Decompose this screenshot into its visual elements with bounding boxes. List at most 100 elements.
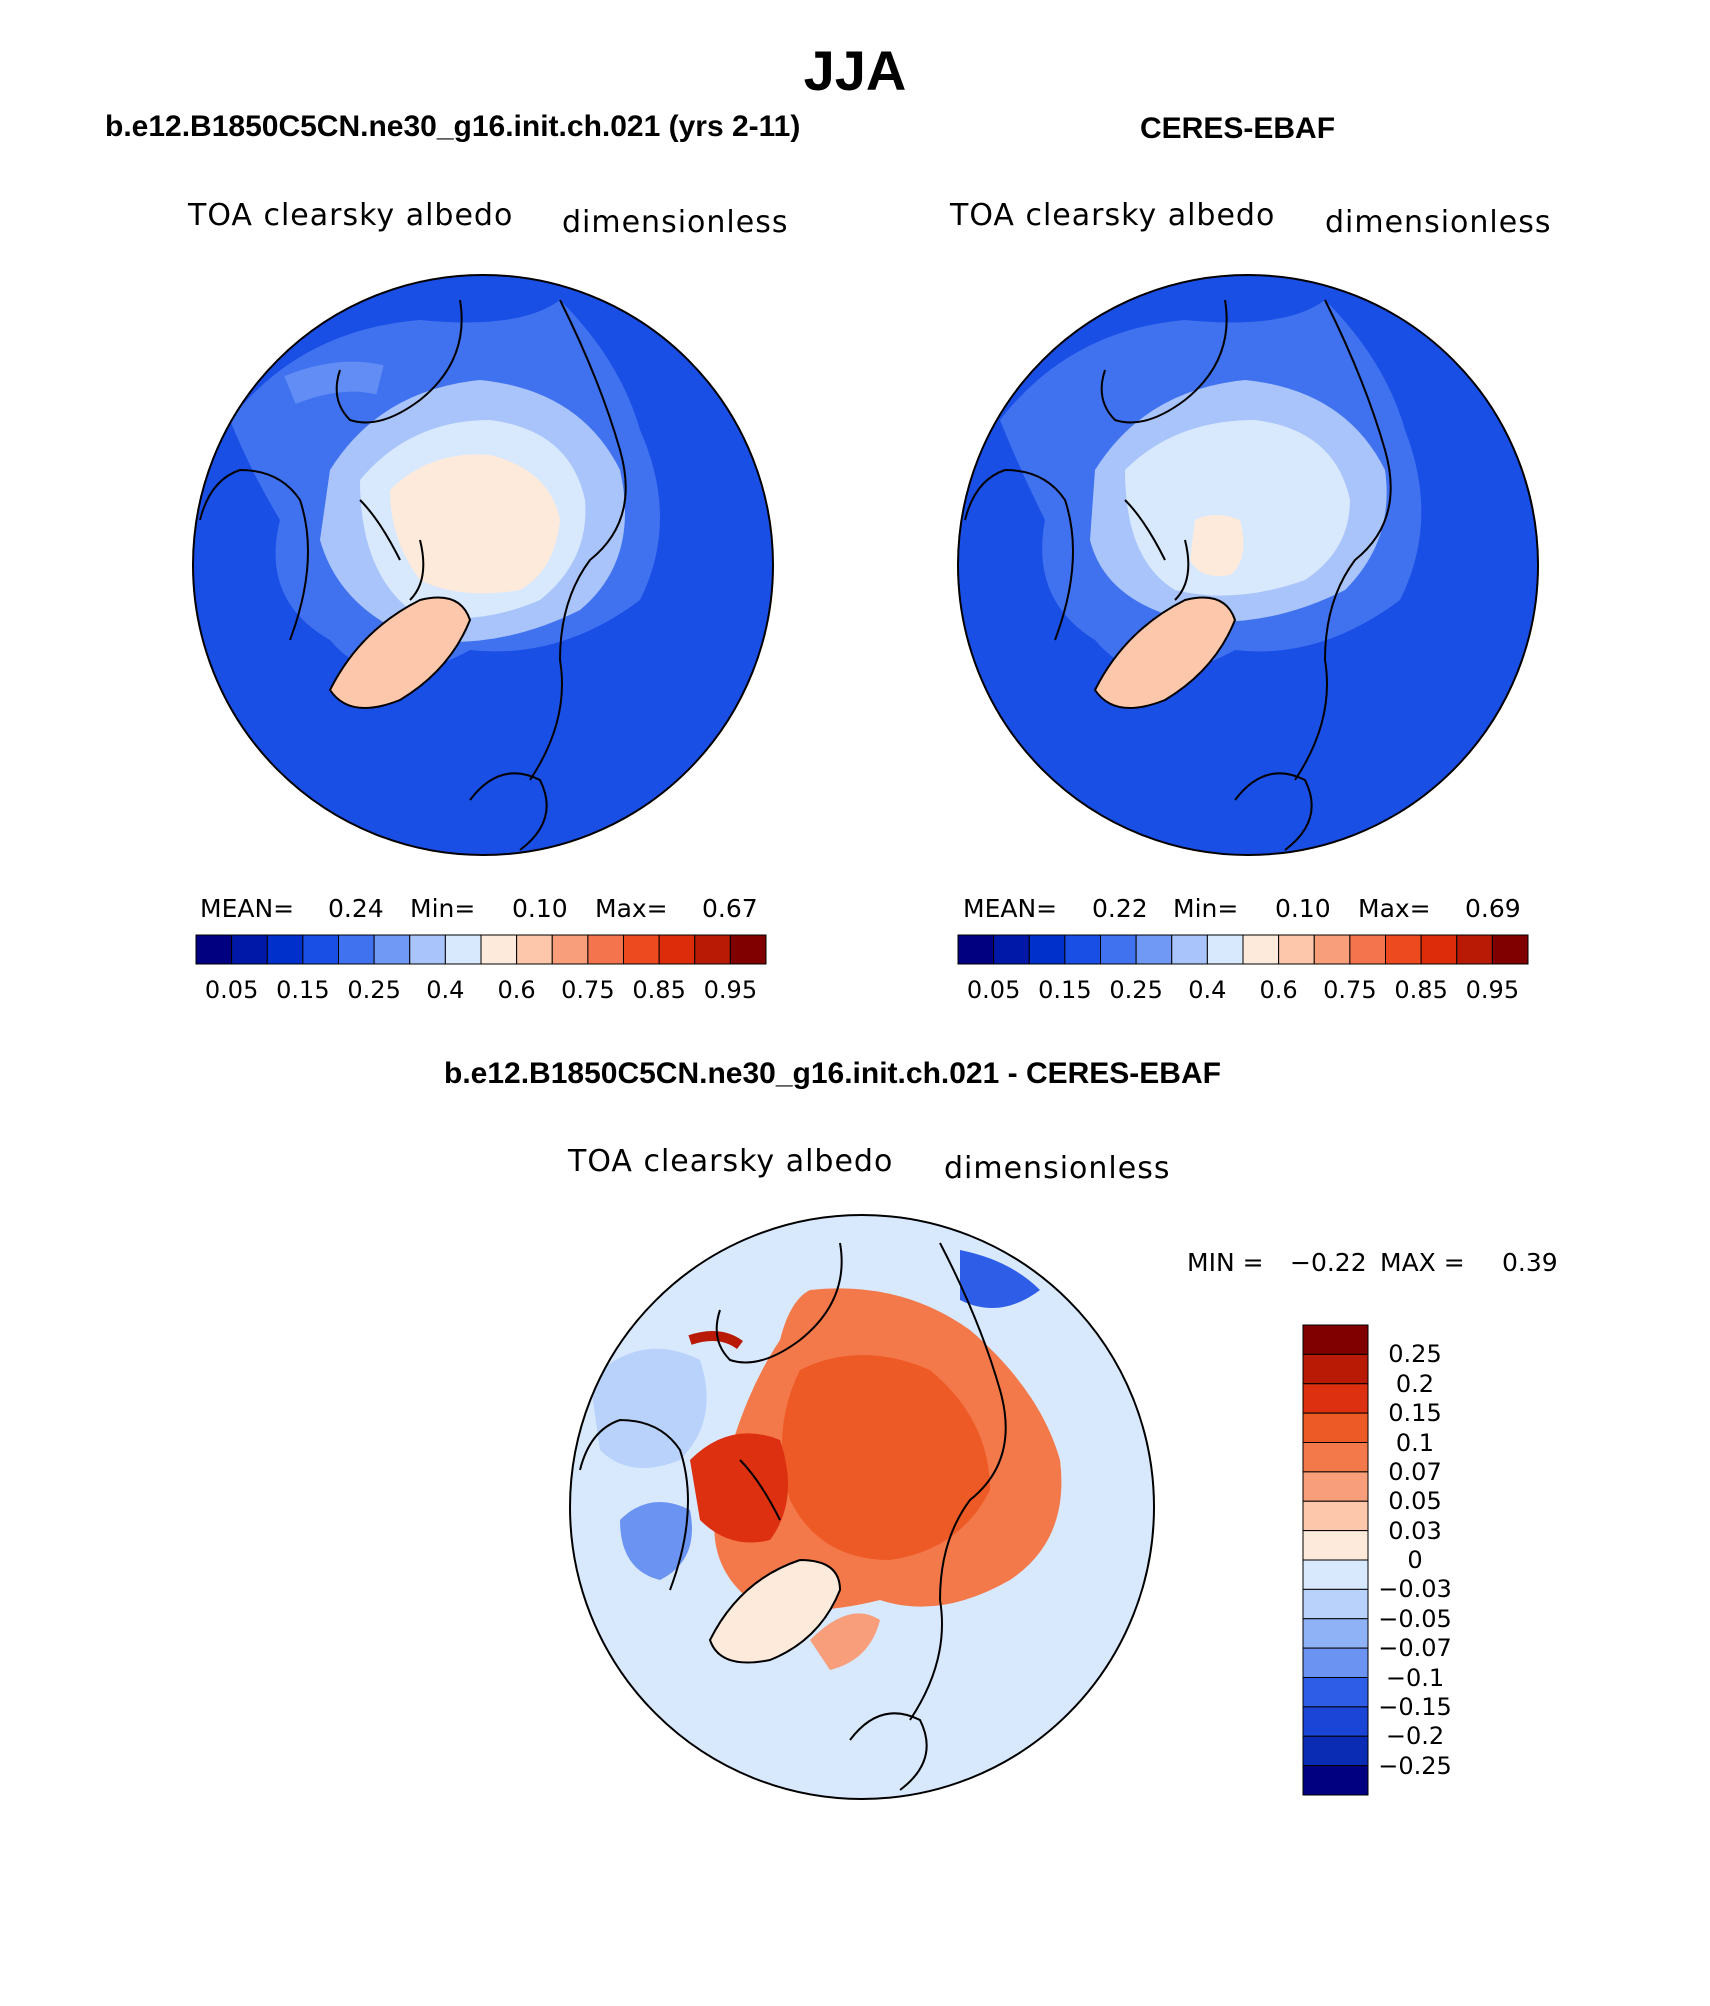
panel2-colorbar-tick-label: 0.25 — [1109, 976, 1163, 1004]
panel2-colorbar-swatch — [1135, 934, 1173, 965]
panel1-colorbar-swatch — [516, 934, 553, 965]
diff-colorbar-swatch — [1302, 1588, 1369, 1620]
diff-colorbar-tick-label: 0.15 — [1388, 1399, 1442, 1428]
panel1-colorbar-tick-label: 0.6 — [497, 976, 536, 1004]
panel1-colorbar-tick-label: 0.15 — [276, 976, 330, 1004]
panel1-variable: TOA clearsky albedo — [188, 198, 514, 233]
panel1-units: dimensionless — [562, 205, 789, 240]
diff-colorbar-tick-label: −0.1 — [1385, 1663, 1445, 1692]
panel1-colorbar-swatch — [658, 934, 696, 965]
diff-map — [570, 1215, 1154, 1799]
panel1-title: b.e12.B1850C5CN.ne30_g16.init.ch.021 (yr… — [105, 110, 801, 143]
diff-variable: TOA clearsky albedo — [568, 1144, 894, 1179]
diff-max-label: MAX = — [1380, 1248, 1465, 1277]
panel2-colorbar-swatch — [1313, 934, 1351, 965]
diff-min-label: MIN = — [1187, 1248, 1264, 1277]
panel2-colorbar-swatch — [1278, 934, 1315, 965]
diff-colorbar-swatch — [1302, 1706, 1369, 1737]
diff-colorbar-tick-label: −0.05 — [1378, 1604, 1452, 1633]
panel1-colorbar-swatch — [231, 934, 268, 965]
panel1-min-label: Min= — [410, 894, 476, 923]
panel2-mean-label: MEAN= — [963, 894, 1058, 923]
diff-colorbar-swatch — [1302, 1618, 1369, 1649]
panel1-colorbar-swatch — [729, 934, 767, 965]
diff-min-value: −0.22 — [1290, 1248, 1367, 1277]
panel2-colorbar-swatch — [1100, 934, 1137, 965]
diff-colorbar-swatch — [1302, 1471, 1369, 1502]
panel2-mean-value: 0.22 — [1092, 894, 1148, 923]
diff-colorbar-tick-label: 0.2 — [1395, 1369, 1435, 1398]
diff-colorbar-tick-label: −0.2 — [1385, 1722, 1445, 1751]
diff-colorbar-swatch — [1302, 1383, 1369, 1414]
panel1-colorbar-swatch — [195, 934, 233, 965]
panel2-title: CERES-EBAF — [1140, 112, 1336, 145]
panel1-colorbar-swatch — [480, 934, 518, 965]
diff-title: b.e12.B1850C5CN.ne30_g16.init.ch.021 - C… — [444, 1057, 1221, 1090]
diff-colorbar-tick-label: 0.03 — [1388, 1516, 1442, 1545]
panel1-colorbar-swatch — [694, 934, 731, 965]
panel2-coastlines — [964, 299, 1392, 851]
diff-colorbar-swatch — [1302, 1412, 1369, 1443]
panel1-max-label: Max= — [595, 894, 668, 923]
panel2-colorbar-swatch — [1491, 934, 1529, 965]
panel1-coastlines — [199, 299, 627, 851]
panel1-colorbar-swatch — [623, 934, 660, 965]
panel1-colorbar-tick-label: 0.75 — [561, 976, 615, 1004]
panel2-colorbar-swatch — [993, 934, 1030, 965]
diff-colorbar-swatch — [1302, 1559, 1369, 1590]
panel1-colorbar-tick-label: 0.95 — [703, 976, 758, 1004]
diff-colorbar-swatch — [1302, 1324, 1369, 1355]
panel2-max-value: 0.69 — [1465, 894, 1521, 923]
panel1-min-value: 0.10 — [512, 894, 568, 923]
panel2-variable: TOA clearsky albedo — [950, 198, 1276, 233]
panel2-colorbar-tick-label: 0.05 — [966, 976, 1021, 1004]
diff-colorbar-tick-label: −0.03 — [1378, 1575, 1452, 1604]
panel1-max-value: 0.67 — [702, 894, 758, 923]
panel2-colorbar-swatch — [1420, 934, 1458, 965]
panel1-colorbar-swatch — [587, 934, 624, 965]
panel2-colorbar-swatch — [1349, 934, 1386, 965]
diff-colorbar-tick-label: 0 — [1407, 1546, 1423, 1574]
diff-colorbar-tick-label: 0.25 — [1388, 1340, 1442, 1369]
panel2-min-value: 0.10 — [1275, 894, 1331, 923]
panel1-mean-value: 0.24 — [328, 894, 384, 923]
panel1-colorbar-tick-label: 0.05 — [204, 976, 259, 1004]
panel2-colorbar-tick-label: 0.6 — [1259, 976, 1298, 1004]
panel2-colorbar-swatch — [957, 934, 995, 965]
panel1-colorbar-tick-label: 0.25 — [347, 976, 401, 1004]
diff-coastlines — [579, 1242, 1007, 1791]
panel1-colorbar-tick-label: 0.4 — [426, 976, 465, 1004]
figure-title: JJA — [803, 39, 907, 102]
panel1-colorbar-swatch — [409, 934, 446, 965]
diff-max-value: 0.39 — [1502, 1248, 1558, 1277]
diff-units: dimensionless — [944, 1151, 1171, 1186]
diff-colorbar-tick-label: 0.1 — [1395, 1428, 1435, 1457]
panel1-colorbar — [195, 934, 767, 965]
diff-colorbar-tick-label: −0.07 — [1378, 1634, 1452, 1663]
diff-colorbar-swatch — [1302, 1647, 1369, 1678]
panel1-colorbar-swatch — [302, 934, 339, 965]
panel2-colorbar-tick-label: 0.75 — [1323, 976, 1377, 1004]
diff-colorbar-swatch — [1302, 1500, 1369, 1532]
panel2-max-label: Max= — [1358, 894, 1431, 923]
panel2-colorbar — [957, 934, 1529, 965]
panel1-map — [193, 275, 773, 855]
panel1-mean-label: MEAN= — [200, 894, 295, 923]
diff-colorbar-tick-label: −0.15 — [1378, 1692, 1452, 1721]
panel1-colorbar-swatch — [551, 934, 589, 965]
panel1-colorbar-swatch — [444, 934, 482, 965]
panel2-colorbar-swatch — [1385, 934, 1422, 965]
diff-colorbar-swatch — [1302, 1735, 1369, 1767]
panel1-colorbar-swatch — [266, 934, 304, 965]
panel1-colorbar-tick-label: 0.85 — [632, 976, 686, 1004]
diff-colorbar — [1302, 1324, 1369, 1796]
diff-colorbar-swatch — [1302, 1677, 1369, 1708]
panel2-min-label: Min= — [1173, 894, 1239, 923]
diff-colorbar-tick-label: −0.25 — [1378, 1751, 1452, 1780]
panel2-colorbar-swatch — [1064, 934, 1101, 965]
panel2-colorbar-swatch — [1206, 934, 1244, 965]
panel2-colorbar-swatch — [1242, 934, 1280, 965]
panel2-colorbar-tick-label: 0.85 — [1394, 976, 1448, 1004]
panel2-colorbar-tick-label: 0.15 — [1038, 976, 1092, 1004]
